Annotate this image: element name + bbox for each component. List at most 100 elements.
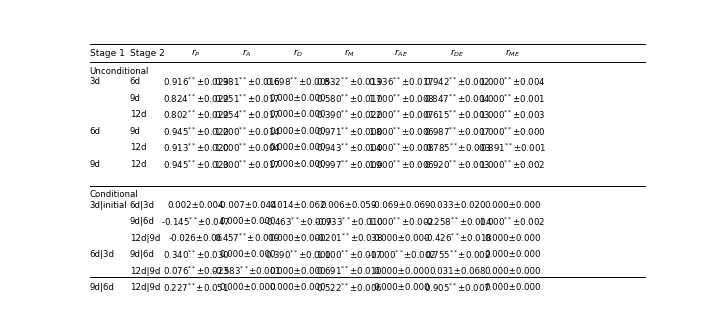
Text: 3d: 3d <box>90 77 101 86</box>
Text: -0.258$^{**}$±0.004: -0.258$^{**}$±0.004 <box>423 215 493 228</box>
Text: 9d|6d: 9d|6d <box>90 283 115 292</box>
Text: 1.000$^{**}$±0.002: 1.000$^{**}$±0.002 <box>480 215 546 228</box>
Text: 9d|6d: 9d|6d <box>130 217 154 226</box>
Text: 1.000$^{**}$±0.002: 1.000$^{**}$±0.002 <box>480 158 546 171</box>
Text: 9d: 9d <box>130 94 141 103</box>
Text: 1.000$^{**}$±0.007: 1.000$^{**}$±0.007 <box>368 109 434 121</box>
Text: 1.000$^{**}$±0.008: 1.000$^{**}$±0.008 <box>368 142 435 154</box>
Text: 0.000±0.000: 0.000±0.000 <box>485 201 541 210</box>
Text: 0.698$^{**}$±0.005: 0.698$^{**}$±0.005 <box>265 76 331 88</box>
Text: 1.000$^{**}$±0.002: 1.000$^{**}$±0.002 <box>368 215 434 228</box>
Text: Stage 1: Stage 1 <box>90 49 125 58</box>
Text: 0.913$^{**}$±0.020: 0.913$^{**}$±0.020 <box>163 142 230 154</box>
Text: 6d|3d: 6d|3d <box>130 201 155 210</box>
Text: 9d|6d: 9d|6d <box>130 250 154 259</box>
Text: 0.014±0.062: 0.014±0.062 <box>270 201 326 210</box>
Text: 0.002±0.004: 0.002±0.004 <box>168 201 224 210</box>
Text: $r_{DE}$: $r_{DE}$ <box>450 48 465 59</box>
Text: 0.390$^{**}$±0.022: 0.390$^{**}$±0.022 <box>316 109 382 121</box>
Text: 1.000$^{**}$±0.000: 1.000$^{**}$±0.000 <box>479 125 546 138</box>
Text: $r_A$: $r_A$ <box>243 48 252 59</box>
Text: 0.824$^{**}$±0.022: 0.824$^{**}$±0.022 <box>163 92 229 105</box>
Text: -0.026±0.06: -0.026±0.06 <box>169 234 223 243</box>
Text: 0.942$^{**}$±0.002: 0.942$^{**}$±0.002 <box>424 76 491 88</box>
Text: 0.971$^{**}$±0.008: 0.971$^{**}$±0.008 <box>316 125 383 138</box>
Text: 0.000±0.000: 0.000±0.000 <box>270 266 326 276</box>
Text: $r_{ME}$: $r_{ME}$ <box>505 48 521 59</box>
Text: 0.943$^{**}$±0.004: 0.943$^{**}$±0.004 <box>316 142 383 154</box>
Text: 9d: 9d <box>130 127 141 136</box>
Text: 0.580$^{**}$±0.017: 0.580$^{**}$±0.017 <box>316 92 383 105</box>
Text: -0.583$^{**}$±0.001: -0.583$^{**}$±0.001 <box>213 265 282 277</box>
Text: 0.945$^{**}$±0.023: 0.945$^{**}$±0.023 <box>163 158 229 171</box>
Text: 0.340$^{**}$±0.030: 0.340$^{**}$±0.030 <box>163 249 230 261</box>
Text: 0.905$^{**}$±0.007: 0.905$^{**}$±0.007 <box>424 281 491 294</box>
Text: 0.615$^{**}$±0.003: 0.615$^{**}$±0.003 <box>424 109 491 121</box>
Text: 0.227$^{**}$±0.051: 0.227$^{**}$±0.051 <box>163 281 229 294</box>
Text: 0.755$^{**}$±0.002: 0.755$^{**}$±0.002 <box>424 249 490 261</box>
Text: 1.000$^{**}$±0.007: 1.000$^{**}$±0.007 <box>316 249 383 261</box>
Text: Stage 2: Stage 2 <box>130 49 164 58</box>
Text: 0.000±0.000: 0.000±0.000 <box>373 283 429 292</box>
Text: 0.847$^{**}$±0.004: 0.847$^{**}$±0.004 <box>424 92 491 105</box>
Text: 0.522$^{**}$±0.006: 0.522$^{**}$±0.006 <box>316 281 383 294</box>
Text: -0.201$^{**}$±0.038: -0.201$^{**}$±0.038 <box>314 232 383 244</box>
Text: 0.033±0.020: 0.033±0.020 <box>429 201 486 210</box>
Text: 0.000±0.000: 0.000±0.000 <box>219 283 276 292</box>
Text: 1.000$^{**}$±0.017: 1.000$^{**}$±0.017 <box>214 158 281 171</box>
Text: 0.000±0.000: 0.000±0.000 <box>485 250 541 259</box>
Text: 0.000±0.000: 0.000±0.000 <box>219 217 276 226</box>
Text: 12d: 12d <box>130 143 146 152</box>
Text: 0.000±0.000: 0.000±0.000 <box>270 234 326 243</box>
Text: 0.785$^{**}$±0.003: 0.785$^{**}$±0.003 <box>424 142 490 154</box>
Text: 0.390$^{**}$±0.001: 0.390$^{**}$±0.001 <box>265 249 331 261</box>
Text: 0.076$^{**}$±0.023: 0.076$^{**}$±0.023 <box>163 265 229 277</box>
Text: 0.000±0.000: 0.000±0.000 <box>373 266 429 276</box>
Text: -0.145$^{**}$±0.047: -0.145$^{**}$±0.047 <box>161 215 231 228</box>
Text: 1.000$^{**}$±0.014: 1.000$^{**}$±0.014 <box>214 125 281 138</box>
Text: 12d: 12d <box>130 111 146 119</box>
Text: 1.000$^{**}$±0.004: 1.000$^{**}$±0.004 <box>479 76 546 88</box>
Text: 0.006±0.059: 0.006±0.059 <box>321 201 377 210</box>
Text: -0.069±0.069: -0.069±0.069 <box>372 201 431 210</box>
Text: 0.945$^{**}$±0.022: 0.945$^{**}$±0.022 <box>163 125 229 138</box>
Text: 0.691$^{**}$±0.010: 0.691$^{**}$±0.010 <box>316 265 383 277</box>
Text: 0.954$^{**}$±0.017: 0.954$^{**}$±0.017 <box>214 109 281 121</box>
Text: 0.997$^{**}$±0.009: 0.997$^{**}$±0.009 <box>316 158 383 171</box>
Text: 1.000$^{**}$±0.004: 1.000$^{**}$±0.004 <box>214 142 281 154</box>
Text: 0.000±0.000: 0.000±0.000 <box>270 111 326 119</box>
Text: 1.000$^{**}$±0.001: 1.000$^{**}$±0.001 <box>480 92 546 105</box>
Text: 0.000±0.000: 0.000±0.000 <box>219 250 276 259</box>
Text: $r_M$: $r_M$ <box>343 48 355 59</box>
Text: -0.007±0.044: -0.007±0.044 <box>218 201 277 210</box>
Text: 0.000±0.000: 0.000±0.000 <box>270 94 326 103</box>
Text: 1.000$^{**}$±0.003: 1.000$^{**}$±0.003 <box>480 109 546 121</box>
Text: 12d|9d: 12d|9d <box>130 266 160 276</box>
Text: 0.802$^{**}$±0.022: 0.802$^{**}$±0.022 <box>163 109 229 121</box>
Text: 9d: 9d <box>90 160 101 169</box>
Text: 1.000$^{**}$±0.006: 1.000$^{**}$±0.006 <box>368 125 435 138</box>
Text: 0.951$^{**}$±0.017: 0.951$^{**}$±0.017 <box>214 92 281 105</box>
Text: -1.000$^{**}$±0.002: -1.000$^{**}$±0.002 <box>367 249 436 261</box>
Text: 0.000±0.000: 0.000±0.000 <box>270 160 326 169</box>
Text: 0.981$^{**}$±0.016: 0.981$^{**}$±0.016 <box>214 76 281 88</box>
Text: 0.000±0.000: 0.000±0.000 <box>270 127 326 136</box>
Text: 0.987$^{**}$±0.007: 0.987$^{**}$±0.007 <box>424 125 491 138</box>
Text: 0.000±0.000: 0.000±0.000 <box>270 143 326 152</box>
Text: 12d: 12d <box>130 160 146 169</box>
Text: 0.832$^{**}$±0.013: 0.832$^{**}$±0.013 <box>316 76 382 88</box>
Text: 0.916$^{**}$±0.023: 0.916$^{**}$±0.023 <box>163 76 229 88</box>
Text: 12d|9d: 12d|9d <box>130 283 160 292</box>
Text: 6d|3d: 6d|3d <box>90 250 115 259</box>
Text: 0.000±0.000: 0.000±0.000 <box>270 283 326 292</box>
Text: 0.936$^{**}$±0.017: 0.936$^{**}$±0.017 <box>368 76 434 88</box>
Text: 0.000±0.000: 0.000±0.000 <box>485 266 541 276</box>
Text: 0.000±0.000: 0.000±0.000 <box>485 283 541 292</box>
Text: -0.933$^{**}$±0.010: -0.933$^{**}$±0.010 <box>314 215 384 228</box>
Text: 1.000$^{**}$±0.008: 1.000$^{**}$±0.008 <box>368 92 435 105</box>
Text: 1.000$^{**}$±0.006: 1.000$^{**}$±0.006 <box>368 158 435 171</box>
Text: Unconditional: Unconditional <box>90 67 149 76</box>
Text: $r_P$: $r_P$ <box>191 48 201 59</box>
Text: 12d|9d: 12d|9d <box>130 234 160 243</box>
Text: $r_{AE}$: $r_{AE}$ <box>394 48 409 59</box>
